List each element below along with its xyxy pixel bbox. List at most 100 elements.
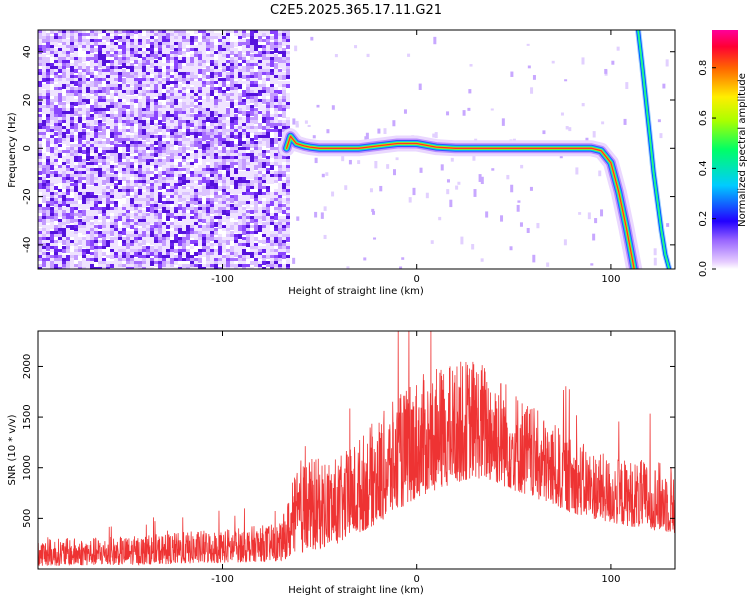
noise-cell (146, 99, 150, 104)
noise-cell (58, 57, 62, 63)
noise-cell (146, 195, 150, 199)
noise-cell (246, 234, 250, 237)
speckle-cell (575, 167, 579, 175)
noise-cell (190, 138, 194, 142)
noise-cell (198, 30, 202, 33)
noise-cell (46, 96, 50, 101)
noise-cell (42, 249, 46, 252)
noise-cell (90, 165, 94, 168)
noise-cell (222, 165, 226, 170)
noise-cell (130, 123, 134, 126)
speckle-cell (478, 174, 482, 182)
noise-cell (210, 66, 214, 69)
noise-cell (262, 165, 266, 170)
noise-cell (186, 225, 190, 229)
speckle-cell (542, 130, 546, 135)
noise-cell (270, 78, 274, 83)
noise-cell (78, 162, 82, 165)
noise-cell (118, 135, 122, 139)
noise-cell (50, 216, 54, 220)
noise-cell (58, 138, 62, 143)
noise-cell (202, 159, 206, 163)
noise-cell (122, 177, 126, 181)
noise-cell (218, 246, 222, 250)
noise-cell (70, 102, 74, 106)
noise-cell (226, 192, 230, 196)
noise-cell (190, 246, 194, 249)
noise-cell (246, 60, 250, 64)
noise-cell (194, 126, 198, 129)
noise-cell (190, 171, 194, 176)
noise-cell (170, 186, 174, 191)
noise-cell (70, 165, 74, 170)
noise-cell (94, 42, 98, 46)
noise-cell (66, 51, 70, 55)
noise-cell (134, 258, 138, 261)
noise-cell (58, 87, 62, 90)
noise-cell (206, 129, 210, 133)
noise-cell (158, 96, 162, 100)
noise-cell (262, 69, 266, 72)
noise-cell (110, 225, 114, 228)
noise-cell (122, 186, 126, 191)
noise-cell (218, 132, 222, 137)
noise-cell (222, 177, 226, 180)
noise-cell (178, 228, 182, 232)
noise-cell (54, 231, 58, 234)
noise-cell (230, 123, 234, 127)
noise-cell (162, 168, 166, 172)
noise-cell (210, 126, 214, 131)
noise-cell (182, 228, 186, 232)
noise-cell (94, 126, 98, 130)
noise-cell (142, 201, 146, 205)
noise-cell (278, 183, 282, 188)
noise-cell (234, 96, 238, 100)
noise-cell (270, 72, 274, 75)
noise-cell (134, 210, 138, 215)
noise-cell (38, 120, 42, 123)
noise-cell (194, 48, 198, 53)
noise-cell (78, 126, 82, 132)
noise-cell (266, 132, 270, 138)
noise-cell (78, 228, 82, 233)
noise-cell (98, 159, 102, 163)
noise-cell (142, 213, 146, 217)
noise-cell (146, 33, 150, 38)
noise-cell (270, 87, 274, 92)
noise-cell (82, 240, 86, 245)
noise-cell (50, 240, 54, 245)
speckle-cell (446, 179, 450, 183)
noise-cell (278, 159, 282, 162)
noise-cell (222, 210, 226, 215)
noise-cell (266, 177, 270, 182)
noise-cell (42, 267, 46, 269)
noise-cell (122, 222, 126, 226)
noise-cell (154, 243, 158, 249)
noise-cell (98, 168, 102, 174)
noise-cell (170, 60, 174, 63)
speckle-cell (449, 199, 453, 208)
noise-cell (274, 264, 278, 269)
noise-cell (278, 210, 282, 213)
noise-cell (238, 126, 242, 129)
noise-cell (106, 69, 110, 72)
noise-cell (78, 138, 82, 142)
noise-cell (286, 99, 290, 103)
noise-cell (66, 219, 70, 224)
noise-cell (70, 105, 74, 108)
noise-cell (58, 123, 62, 126)
noise-cell (278, 114, 282, 117)
noise-cell (234, 81, 238, 85)
noise-cell (258, 135, 262, 138)
noise-cell (210, 207, 214, 212)
noise-cell (178, 57, 182, 61)
noise-cell (126, 141, 130, 146)
noise-cell (238, 216, 242, 221)
noise-cell (54, 84, 58, 87)
noise-cell (46, 246, 50, 251)
noise-cell (234, 114, 238, 117)
noise-cell (58, 264, 62, 269)
noise-cell (118, 180, 122, 185)
noise-cell (194, 57, 198, 63)
noise-cell (114, 174, 118, 177)
